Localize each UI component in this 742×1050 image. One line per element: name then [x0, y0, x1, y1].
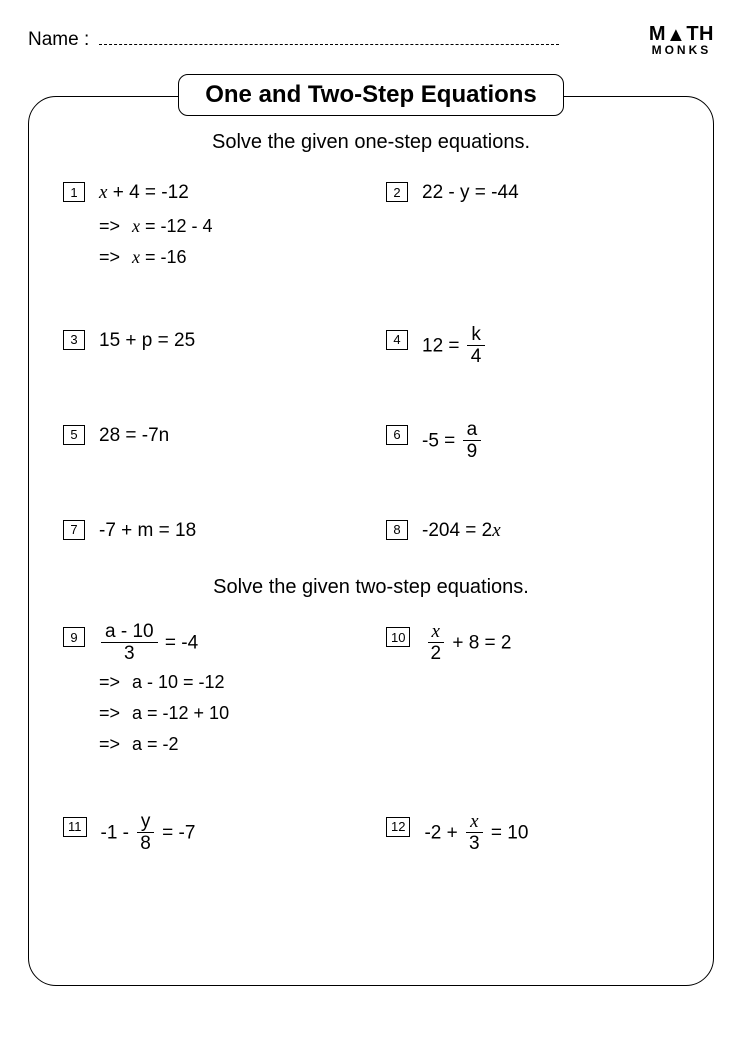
- problem-number: 12: [386, 817, 410, 837]
- problem-number: 11: [63, 817, 87, 837]
- problem-5: 5 28 = -7n: [63, 421, 356, 462]
- equation: 22 - y = -44: [422, 178, 519, 208]
- worked-solution: => x = -12 - 4=> x = -16: [99, 212, 213, 272]
- equation: 28 = -7n: [99, 421, 169, 451]
- problem-number: 2: [386, 182, 408, 202]
- problem-12: 12 -2 + x3 = 10: [386, 813, 679, 854]
- equation: x2 + 8 = 2: [424, 623, 511, 664]
- worksheet-title: One and Two-Step Equations: [178, 74, 564, 116]
- problem-6: 6 -5 = a9: [386, 421, 679, 462]
- equation: -1 - y8 = -7: [101, 813, 196, 854]
- work-line: => x = -12 - 4: [99, 212, 213, 241]
- equation: 15 + p = 25: [99, 326, 195, 356]
- logo-top: M▲TH: [649, 24, 714, 44]
- main-panel: Solve the given one-step equations. 1 x +…: [28, 96, 714, 986]
- problem-8: 8 -204 = 2x: [386, 516, 679, 546]
- section2-grid: 9 a - 103 = -4=> a - 10 = -12=> a = -12 +…: [63, 623, 679, 853]
- problem-number: 3: [63, 330, 85, 350]
- header-row: Name : M▲TH MONKS: [28, 24, 714, 56]
- section2-heading: Solve the given two-step equations.: [63, 576, 679, 599]
- problem-2: 2 22 - y = -44: [386, 178, 679, 272]
- name-input-line[interactable]: [99, 44, 559, 45]
- problem-number: 7: [63, 520, 85, 540]
- title-wrap: One and Two-Step Equations: [28, 74, 714, 116]
- name-area: Name :: [28, 29, 559, 51]
- problem-3: 3 15 + p = 25: [63, 326, 356, 367]
- equation: -7 + m = 18: [99, 516, 196, 546]
- problem-10: 10 x2 + 8 = 2: [386, 623, 679, 758]
- problem-number: 8: [386, 520, 408, 540]
- equation: 12 = k4: [422, 326, 487, 367]
- work-line: => a = -12 + 10: [99, 699, 229, 728]
- worked-solution: => a - 10 = -12=> a = -12 + 10=> a = -2: [99, 668, 229, 758]
- equation: x + 4 = -12=> x = -12 - 4=> x = -16: [99, 178, 213, 272]
- problem-number: 6: [386, 425, 408, 445]
- work-line: => a = -2: [99, 730, 229, 759]
- equation: -2 + x3 = 10: [424, 813, 528, 854]
- problem-11: 11 -1 - y8 = -7: [63, 813, 356, 854]
- section1-grid: 1 x + 4 = -12=> x = -12 - 4=> x = -16 2 22 …: [63, 178, 679, 546]
- equation: -204 = 2x: [422, 516, 501, 546]
- problem-9: 9 a - 103 = -4=> a - 10 = -12=> a = -12 +…: [63, 623, 356, 758]
- problem-number: 4: [386, 330, 408, 350]
- problem-number: 1: [63, 182, 85, 202]
- name-label: Name :: [28, 29, 89, 51]
- problem-number: 10: [386, 627, 410, 647]
- section1-heading: Solve the given one-step equations.: [63, 131, 679, 154]
- work-line: => a - 10 = -12: [99, 668, 229, 697]
- equation: -5 = a9: [422, 421, 483, 462]
- equation: a - 103 = -4=> a - 10 = -12=> a = -12 + …: [99, 623, 229, 758]
- problem-7: 7 -7 + m = 18: [63, 516, 356, 546]
- logo: M▲TH MONKS: [649, 24, 714, 56]
- problem-1: 1 x + 4 = -12=> x = -12 - 4=> x = -16: [63, 178, 356, 272]
- work-line: => x = -16: [99, 243, 213, 272]
- problem-number: 9: [63, 627, 85, 647]
- problem-number: 5: [63, 425, 85, 445]
- problem-4: 4 12 = k4: [386, 326, 679, 367]
